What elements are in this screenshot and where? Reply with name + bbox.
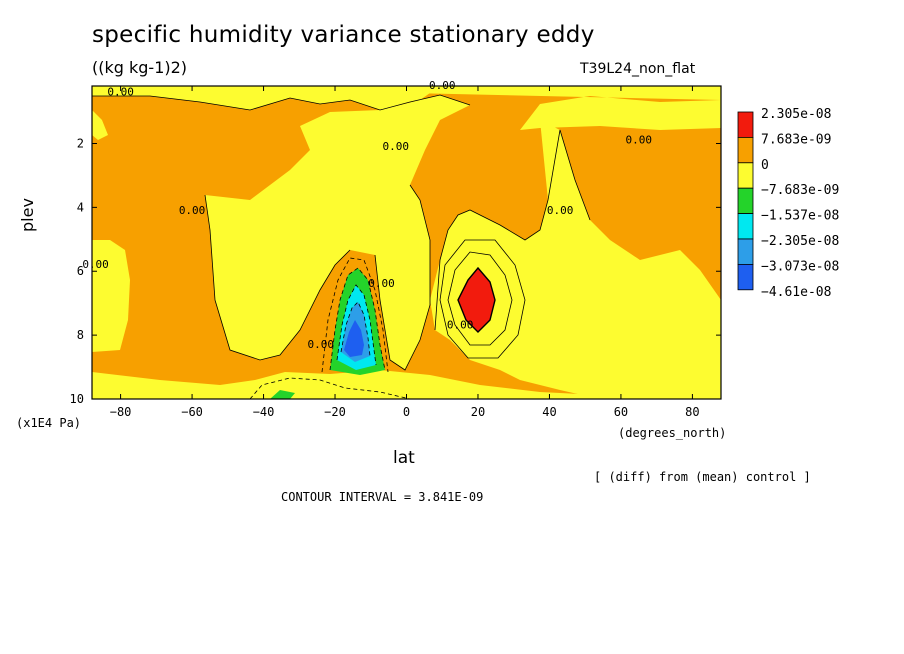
chart-title: specific humidity variance stationary ed… [92,22,595,48]
y-tick-label: 6 [77,264,84,278]
legend-label: −3.073e-08 [761,259,839,274]
fill-red [458,268,495,332]
x-axis-unit: (degrees_north) [618,426,727,440]
fill-blue [344,320,364,357]
contour-red-outer2 [439,239,526,359]
color-legend: 2.305e-08 7.683e-09 0 −7.683e-09 −1.537e-08 −… [737,107,839,300]
fill-yellow-top [92,86,721,130]
contour-label: 0.00 [447,319,474,332]
contour-green-2 [329,267,386,371]
contour-label: 0.00 [307,338,334,351]
contour-zero-top [92,94,471,111]
contour-cyan [336,284,377,366]
x-axis-ticks: −80 −60 −40 −20 0 20 40 60 80 [110,86,700,419]
contour-label: 0.00 [626,133,653,146]
x-axis-label: lat [393,448,415,468]
legend-swatch [737,162,754,189]
y-tick-label: 2 [77,136,84,150]
x-tick-label: 80 [685,405,699,419]
legend-swatch [737,136,754,164]
x-tick-label: −60 [181,405,203,419]
y-axis-ticks: 2 4 6 8 10 [70,136,721,406]
legend-label: −4.61e-08 [761,285,831,300]
fill-yellow-bottom [92,370,721,399]
fill-yellow-right [430,120,721,399]
contour-lines [92,94,591,399]
contour-labels: 0.00 0.000.000.000.000.000.000.000.000.00 [82,79,652,351]
legend-label: −2.305e-08 [761,234,839,249]
contour-label: 0.00 [547,204,574,217]
fill-green-bottom [270,390,295,399]
x-tick-label: 40 [542,405,556,419]
contour-label: 0.00 [82,258,109,271]
contour-zero-center [374,184,431,371]
y-tick-label: 4 [77,200,84,214]
y-axis-unit: (x1E4 Pa) [16,416,82,430]
contour-green-outer [321,257,389,373]
diff-note: [ (diff) from (mean) control ] [594,470,811,484]
legend-swatch [737,238,754,265]
x-tick-label: −40 [253,405,275,419]
fill-yellow-mid-left [92,240,130,352]
contour-zero-right [434,129,591,331]
legend-swatch [737,187,754,214]
legend-label: 0 [761,158,769,173]
x-tick-label: 20 [471,405,485,419]
contour-label: 0.00 [368,277,395,290]
y-tick-label: 10 [70,392,84,406]
chart-units: ((kg kg-1)2) [92,58,188,77]
legend-swatch [737,111,754,138]
contour-zero-left [204,194,351,361]
contour-interval: CONTOUR INTERVAL = 3.841E-09 [281,490,484,504]
legend-swatch [737,213,754,240]
run-name: T39L24_non_flat [580,61,696,77]
x-tick-label: −80 [110,405,132,419]
x-tick-label: 60 [614,405,628,419]
fill-yellow-left-edge [92,110,108,140]
fill-yellow-band-left [92,86,470,370]
contour-red-outer [447,251,513,346]
legend-label: −7.683e-09 [761,183,839,198]
x-tick-label: −20 [324,405,346,419]
contour-red-inner [457,266,496,333]
contour-blue [340,301,371,357]
legend-label: 7.683e-09 [761,132,831,147]
legend-label: 2.305e-08 [761,107,831,122]
y-tick-label: 8 [77,328,84,342]
contour-label: 0.00 [383,140,410,153]
x-tick-label: 0 [403,405,410,419]
legend-label: −1.537e-08 [761,209,839,224]
legend-swatch [737,263,754,291]
contour-bottom-dashed [249,377,411,399]
filled-contours [92,86,721,399]
contour-label: 0.00 [107,86,134,99]
contour-label: 0.00 [179,204,206,217]
